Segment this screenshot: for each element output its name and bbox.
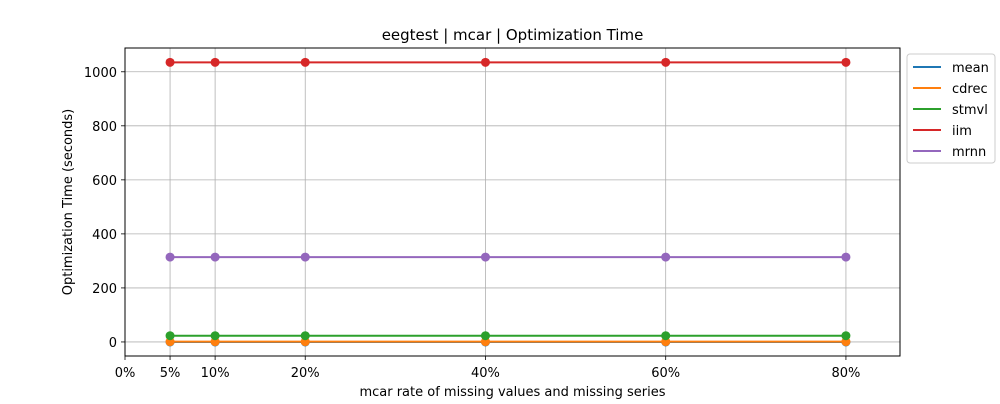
data-point-iim: [300, 57, 310, 67]
tick-layer: 0% 5% 10% 20% 40% 60% 80% 0 200 400 600 800 1000: [84, 66, 860, 381]
x-tick-label: 80%: [831, 366, 860, 381]
legend-label-mrnn: mrnn: [952, 145, 986, 160]
series-layer: [165, 57, 851, 347]
data-point-mrnn: [210, 252, 220, 262]
x-tick-label: 0%: [115, 366, 136, 381]
data-point-iim: [841, 57, 851, 67]
grid-layer: [124, 48, 900, 356]
x-tick-label: 60%: [651, 366, 680, 381]
data-point-iim: [661, 57, 671, 67]
data-point-mrnn: [661, 252, 671, 262]
data-point-stmvl: [300, 331, 310, 341]
data-point-mrnn: [841, 252, 851, 262]
data-point-iim: [480, 57, 490, 67]
y-axis-label: Optimization Time (seconds): [61, 109, 76, 296]
chart-title: eegtest | mcar | Optimization Time: [382, 26, 644, 44]
y-tick-label: 0: [109, 336, 117, 351]
data-point-stmvl: [210, 331, 220, 341]
y-tick-label: 200: [92, 282, 117, 297]
data-point-stmvl: [841, 331, 851, 341]
data-point-stmvl: [165, 331, 175, 341]
data-point-mrnn: [300, 252, 310, 262]
data-point-iim: [210, 57, 220, 67]
plot-frame: [124, 47, 901, 357]
data-point-mrnn: [480, 252, 490, 262]
x-axis-label: mcar rate of missing values and missing …: [359, 385, 665, 400]
y-tick-label: 800: [92, 120, 117, 135]
x-tick-label: 20%: [291, 366, 320, 381]
x-tick-label: 10%: [201, 366, 230, 381]
legend-label-stmvl: stmvl: [952, 103, 988, 118]
y-tick-label: 1000: [84, 66, 117, 81]
legend-label-iim: iim: [952, 124, 972, 139]
data-point-mrnn: [165, 252, 175, 262]
y-tick-label: 600: [92, 174, 117, 189]
legend: mean cdrec stmvl iim mrnn: [906, 53, 996, 164]
y-tick-label: 400: [92, 228, 117, 243]
data-point-stmvl: [480, 331, 490, 341]
x-tick-label: 5%: [160, 366, 181, 381]
data-point-iim: [165, 57, 175, 67]
data-point-stmvl: [661, 331, 671, 341]
legend-label-cdrec: cdrec: [952, 82, 988, 97]
legend-box: [906, 53, 996, 164]
x-tick-label: 40%: [471, 366, 500, 381]
legend-label-mean: mean: [952, 61, 989, 76]
